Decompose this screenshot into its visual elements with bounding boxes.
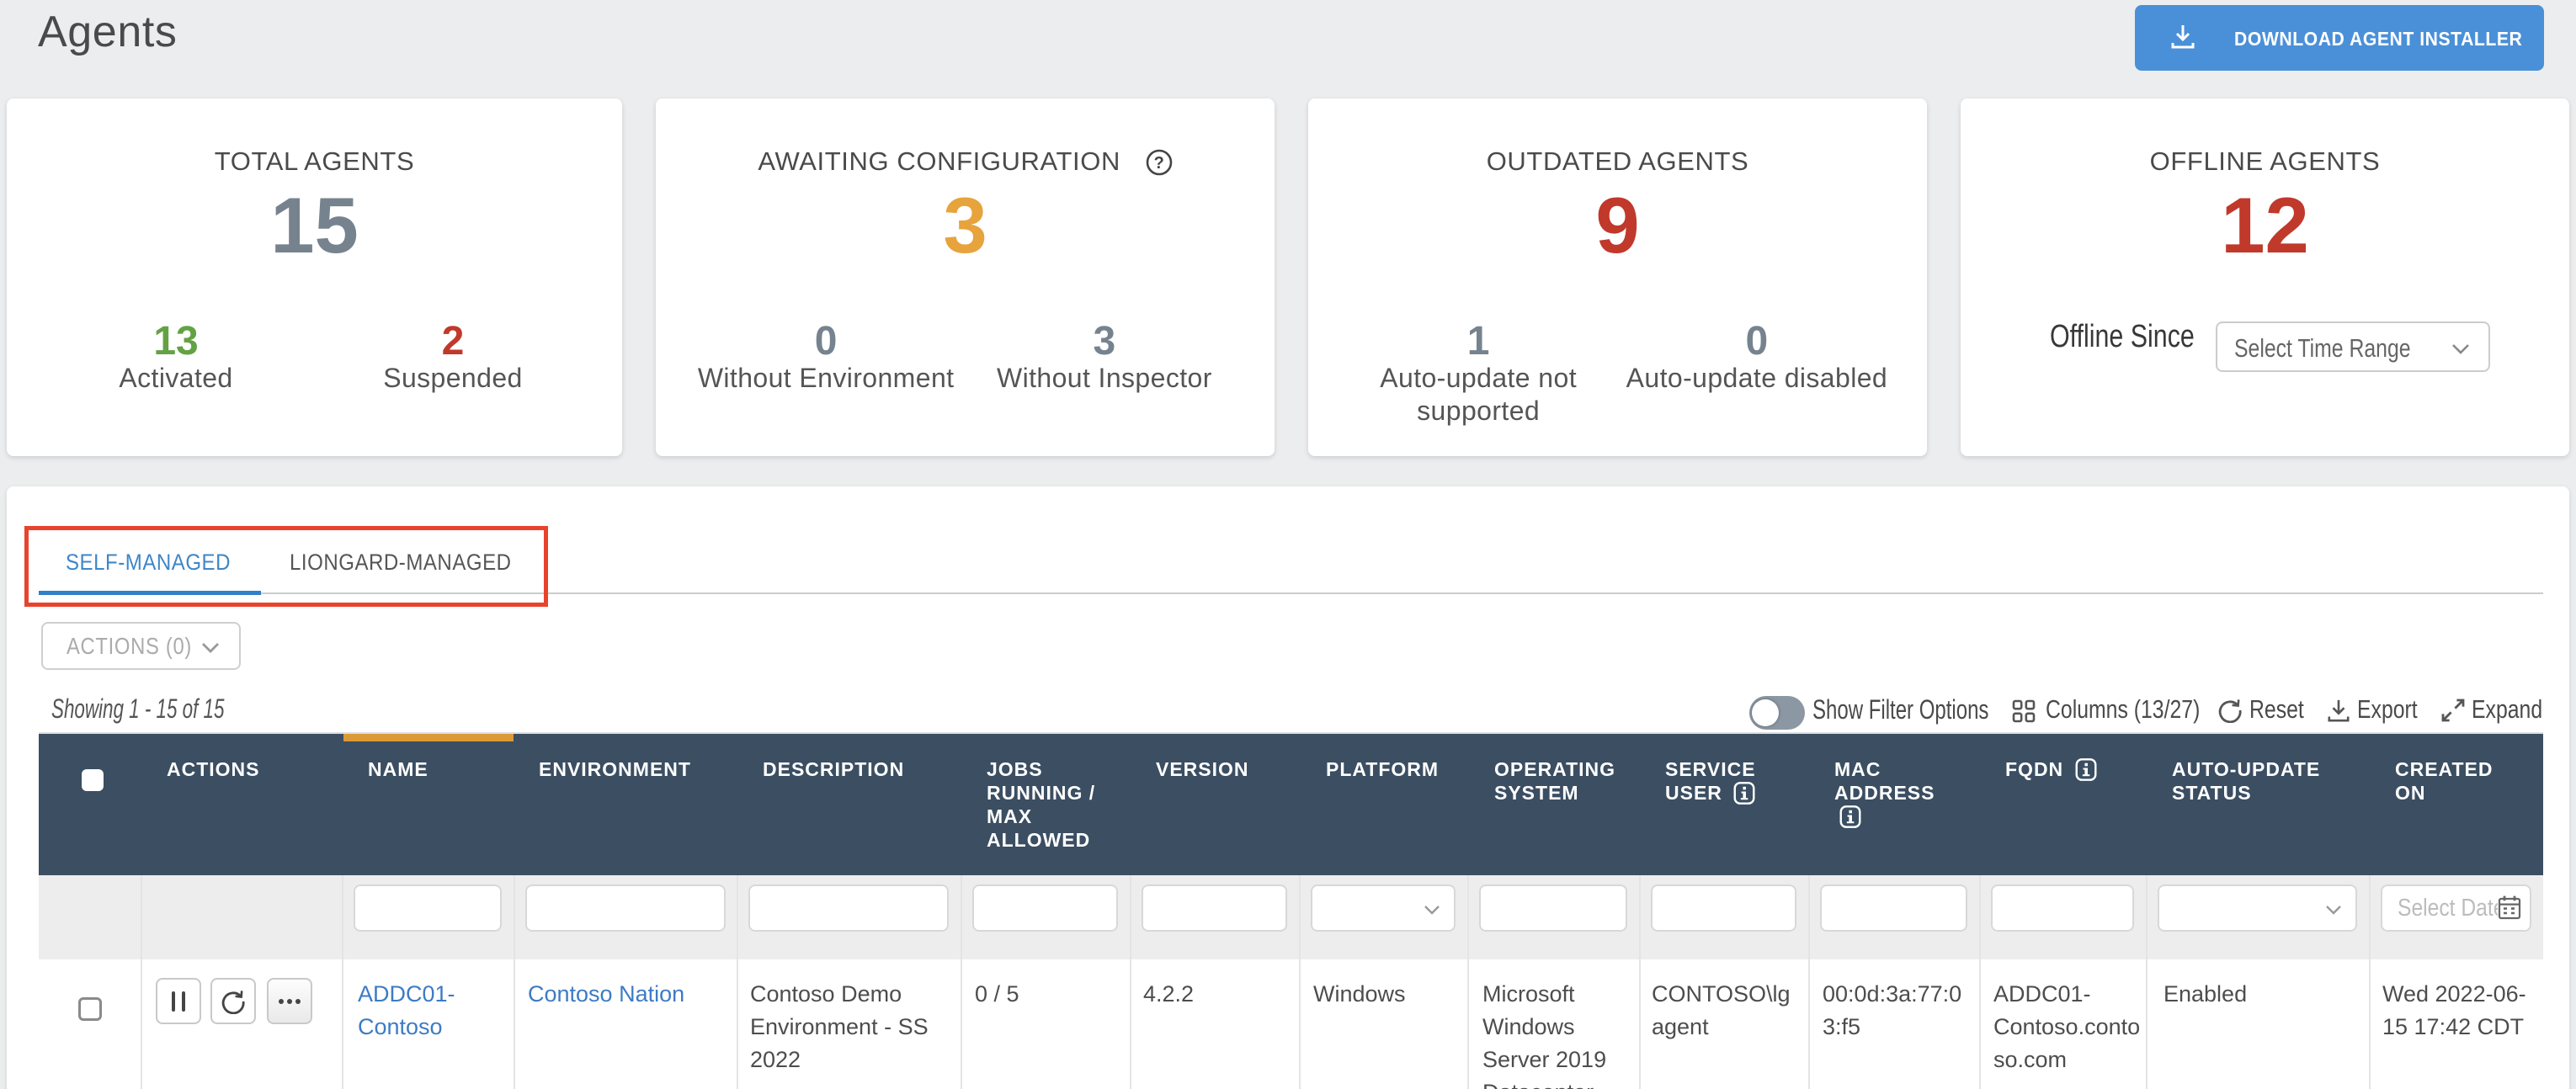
svg-text:?: ? [1153, 154, 1164, 173]
